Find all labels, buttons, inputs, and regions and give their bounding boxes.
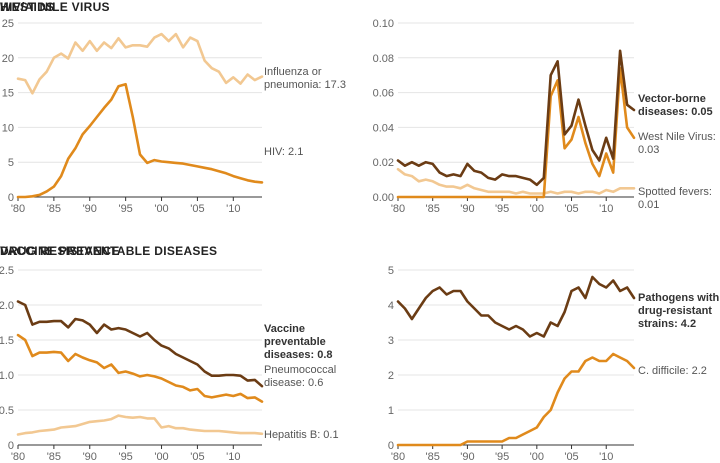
x-tick-label: '95	[495, 451, 509, 463]
series-line	[16, 333, 264, 403]
y-tick-label: 0	[8, 440, 14, 452]
x-tick-label: '80	[11, 203, 25, 215]
y-tick-label: 3	[388, 335, 394, 347]
x-tick-label: '10	[226, 451, 240, 463]
y-tick-label: 0	[8, 192, 14, 204]
x-tick-label: '05	[564, 203, 578, 215]
x-tick-label: '80	[11, 451, 25, 463]
series-label: Vector-borne diseases: 0.05	[638, 93, 713, 118]
series-line	[396, 275, 636, 338]
y-tick-label: 4	[388, 300, 394, 312]
chart-panel-2: WEST NILE VIRUS 0.00 0.02 0.04 0.06 0.08 0.10 '…	[0, 0, 716, 215]
y-tick-label: 0.06	[373, 88, 394, 100]
y-tick-label: 20	[2, 53, 14, 65]
series-line	[396, 66, 636, 199]
x-tick-label: '05	[564, 451, 578, 463]
x-tick-label: '80	[391, 203, 405, 215]
y-tick-label: 0	[388, 440, 394, 452]
y-tick-label: 15	[2, 88, 14, 100]
x-tick-label: '85	[426, 203, 440, 215]
x-tick-label: '05	[190, 203, 204, 215]
x-tick-label: '00	[154, 203, 168, 215]
x-tick-label: '90	[460, 203, 474, 215]
y-tick-label: 0.04	[373, 122, 394, 134]
x-tick-label: '10	[226, 203, 240, 215]
y-tick-label: 1.0	[0, 370, 14, 382]
series-label: HIV: 2.1	[264, 146, 303, 158]
chart-title: VACCINE PREVENTABLE DISEASES	[0, 244, 217, 258]
series-label: West Nile Virus: 0.03	[638, 131, 716, 156]
chart-title: HIV/AIDS	[0, 0, 54, 14]
y-tick-label: 2	[388, 370, 394, 382]
series-line	[396, 167, 636, 195]
y-tick-label: 2.5	[0, 265, 14, 277]
chart-title: DRUG RESISTANCE	[0, 244, 120, 258]
series-label: Vaccine preventable diseases: 0.8	[264, 323, 333, 361]
series-label: C. difficile: 2.2	[638, 365, 707, 377]
y-tick-label: 1.5	[0, 335, 14, 347]
y-tick-label: 0.08	[373, 53, 394, 65]
series-label: Spotted fevers: 0.01	[638, 186, 712, 211]
series-line	[16, 82, 264, 199]
series-line	[16, 32, 264, 95]
x-tick-label: '10	[599, 203, 613, 215]
x-tick-label: '00	[154, 451, 168, 463]
series-label: Pathogens with drug-resistant strains: 4.2	[638, 292, 720, 330]
y-tick-label: 0.02	[373, 157, 394, 169]
x-tick-label: '90	[460, 451, 474, 463]
chart-panel-1: HIV/AIDS 0 5 10 15 20 25 '80 '85 '90 '95 '00 '05 '10 I…	[0, 0, 346, 215]
chart-title: WEST NILE VIRUS	[0, 0, 110, 14]
chart-panel-3: VACCINE PREVENTABLE DISEASES 0 0.5 1.0 1.5 2.…	[0, 244, 339, 463]
y-tick-label: 5	[8, 157, 14, 169]
series-line	[16, 300, 264, 388]
x-tick-label: '00	[530, 203, 544, 215]
series-label: Influenza or pneumonia: 17.3	[264, 66, 346, 91]
series-label: Pneumococcal disease: 0.6	[264, 364, 336, 389]
x-tick-label: '05	[190, 451, 204, 463]
series-line	[396, 352, 636, 447]
x-tick-label: '85	[47, 451, 61, 463]
y-tick-label: 25	[2, 18, 14, 30]
y-tick-label: 5	[388, 265, 394, 277]
y-tick-label: 0.10	[373, 18, 394, 30]
series-line	[16, 414, 264, 436]
x-tick-label: '80	[391, 451, 405, 463]
x-tick-label: '95	[118, 451, 132, 463]
x-tick-label: '85	[426, 451, 440, 463]
x-tick-label: '10	[599, 451, 613, 463]
x-tick-label: '90	[83, 203, 97, 215]
x-tick-label: '85	[47, 203, 61, 215]
series-label: Hepatitis B: 0.1	[264, 429, 339, 441]
y-tick-label: 2.0	[0, 300, 14, 312]
y-tick-label: 10	[2, 122, 14, 134]
x-tick-label: '95	[495, 203, 509, 215]
y-tick-label: 1	[388, 405, 394, 417]
x-tick-label: '00	[530, 451, 544, 463]
x-tick-label: '95	[118, 203, 132, 215]
y-tick-label: 0.00	[373, 192, 394, 204]
y-tick-label: 0.5	[0, 405, 14, 417]
chart-panel-4: DRUG RESISTANCE 0 1 2 3 4 5 '80 '85 '90 '95 '00 '05 '…	[0, 244, 720, 463]
series-line	[396, 49, 636, 187]
x-tick-label: '90	[83, 451, 97, 463]
